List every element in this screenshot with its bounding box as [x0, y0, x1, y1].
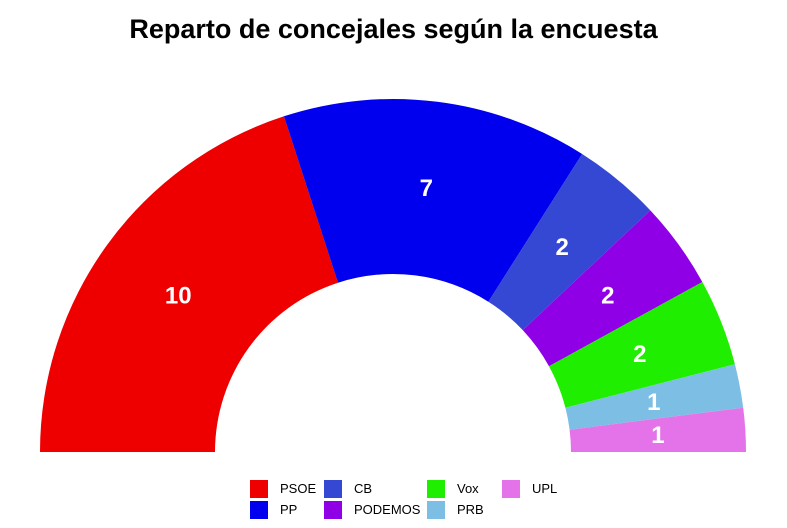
legend-label: PRB — [457, 502, 484, 517]
legend-swatch — [250, 479, 268, 498]
legend-item-cb: CB — [324, 478, 427, 499]
legend-label: Vox — [457, 481, 479, 496]
data-label-podemos: 2 — [601, 282, 614, 309]
legend-item-prb: PRB — [427, 499, 502, 520]
segment-psoe — [40, 116, 338, 453]
legend-swatch — [324, 479, 342, 498]
legend-swatch — [250, 500, 268, 519]
legend-label: PP — [280, 502, 298, 517]
data-label-upl: 1 — [651, 422, 664, 449]
chart-legend: PSOE PP CB PODEMOS Vox PRB UPL — [250, 478, 582, 520]
chart-title: Reparto de concejales según la encuesta — [129, 14, 658, 44]
legend-item-podemos: PODEMOS — [324, 499, 427, 520]
legend-label: PODEMOS — [354, 502, 421, 517]
data-label-cb: 2 — [556, 234, 569, 261]
data-label-prb: 1 — [647, 389, 660, 416]
segment-podemos — [522, 210, 703, 367]
segment-cb — [488, 153, 651, 331]
legend-label: PSOE — [280, 481, 317, 496]
legend-label: UPL — [532, 481, 558, 496]
data-label-pp: 7 — [420, 175, 433, 202]
legend-item-pp: PP — [250, 499, 324, 520]
segment-pp — [283, 98, 583, 302]
legend-swatch — [502, 479, 520, 498]
legend-swatch — [427, 500, 445, 519]
segment-prb — [565, 364, 744, 430]
legend-item-upl: UPL — [502, 478, 582, 499]
legend-label: CB — [354, 481, 373, 496]
data-label-vox: 2 — [633, 341, 646, 368]
legend-swatch — [427, 479, 445, 498]
legend-item-vox: Vox — [427, 478, 502, 499]
legend-item-psoe: PSOE — [250, 478, 324, 499]
data-label-psoe: 10 — [165, 282, 192, 309]
legend-swatch — [324, 500, 342, 519]
segment-upl — [569, 407, 746, 452]
segment-vox — [548, 281, 735, 408]
